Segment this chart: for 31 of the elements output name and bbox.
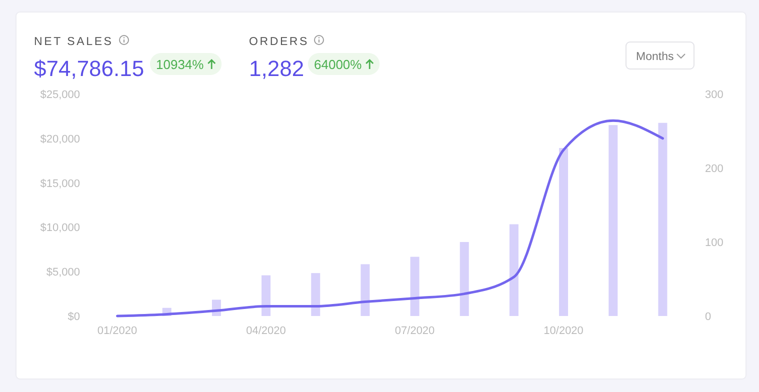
x-tick-label: 04/2020	[246, 325, 286, 337]
text: Months	[636, 51, 674, 63]
bar	[509, 224, 518, 316]
y-tick-label: $10,000	[40, 222, 80, 234]
y2-tick-label: 0	[705, 311, 712, 323]
text: NET SALES	[34, 36, 114, 48]
bar	[410, 256, 420, 316]
bar	[658, 122, 668, 316]
y2-tick-label: 100	[705, 237, 724, 249]
text: 64000%	[314, 57, 362, 72]
bar	[608, 125, 618, 316]
bar	[559, 148, 568, 316]
y-tick-label: $0	[68, 311, 80, 323]
y2-tick-label: 200	[705, 163, 724, 175]
bar	[311, 273, 320, 316]
text: $74,786.15	[34, 56, 144, 81]
x-tick-label: 10/2020	[544, 325, 584, 337]
y2-tick-label: 300	[705, 89, 724, 101]
x-tick-label: 01/2020	[97, 325, 138, 337]
text: ORDERS	[249, 36, 310, 48]
bar	[360, 264, 370, 316]
y-tick-label: $25,000	[40, 89, 80, 101]
y-tick-label: $20,000	[40, 133, 80, 146]
bar	[460, 242, 469, 316]
text: 1,282	[249, 56, 304, 81]
x-tick-label: 07/2020	[394, 325, 435, 337]
bar	[262, 275, 271, 316]
text: 10934%	[156, 57, 204, 72]
y-tick-label: $15,000	[40, 178, 80, 190]
line-series	[116, 119, 664, 318]
y-tick-label: $5,000	[46, 266, 80, 279]
